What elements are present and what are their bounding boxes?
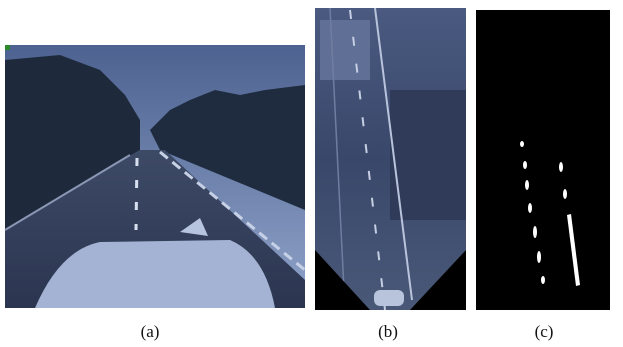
caption: (b) (378, 322, 398, 341)
panel-b-image (315, 7, 466, 311)
panel-c-image (476, 10, 610, 310)
caption: (c) (535, 322, 554, 341)
caption: (a) (141, 322, 160, 341)
panel-a-image (4, 45, 306, 308)
